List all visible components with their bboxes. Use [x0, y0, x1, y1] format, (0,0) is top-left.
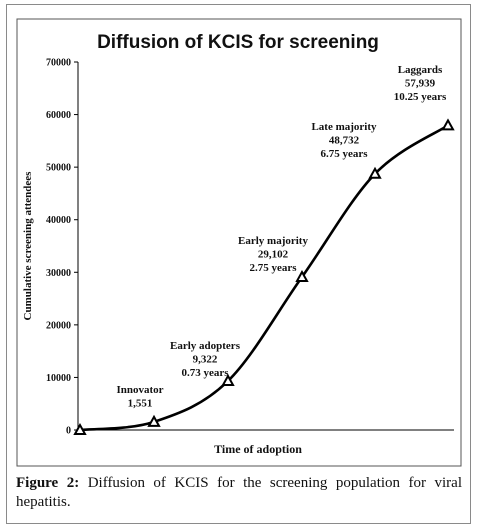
- data-point-marker: [73, 422, 87, 435]
- data-point-marker: [441, 118, 455, 131]
- chart-title: Diffusion of KCIS for screening: [97, 32, 379, 53]
- point-label-line: 0.73 years: [181, 367, 229, 379]
- point-label-line: 2.75 years: [249, 262, 297, 274]
- point-label-line: 9,322: [193, 354, 218, 366]
- point-label-line: Laggards: [398, 64, 443, 76]
- x-axis-label: Time of adoption: [214, 442, 302, 456]
- diffusion-chart: Diffusion of KCIS for screening 0 10000 20…: [16, 18, 462, 467]
- point-label-line: 48,732: [329, 135, 360, 147]
- data-point-marker: [221, 373, 235, 386]
- point-label-line: 29,102: [258, 249, 289, 261]
- y-tick-label: 20000: [46, 320, 71, 331]
- chart-area-border: [16, 18, 462, 467]
- point-label-line: Innovator: [116, 384, 163, 396]
- y-tick-label: 30000: [46, 268, 71, 279]
- y-tick-label: 40000: [46, 215, 71, 226]
- point-label-line: 6.75 years: [320, 148, 368, 160]
- caption-text: Diffusion of KCIS for the screening popu…: [16, 475, 462, 510]
- point-label-line: 57,939: [405, 78, 436, 90]
- figure-caption: Figure 2: Diffusion of KCIS for the scre…: [16, 474, 462, 512]
- point-label-line: Early adopters: [170, 340, 241, 352]
- y-axis-label: Cumulative screening attendees: [22, 171, 34, 321]
- y-tick-label: 50000: [46, 163, 71, 174]
- y-tick-label: 10000: [46, 373, 71, 384]
- point-label-line: Late majority: [311, 121, 377, 133]
- y-tick-label: 70000: [46, 58, 71, 69]
- y-tick-label: 0: [66, 426, 71, 437]
- figure-frame: [6, 4, 471, 524]
- y-tick-label: 60000: [46, 110, 71, 121]
- data-point-marker: [368, 166, 382, 179]
- data-point-marker: [295, 269, 309, 283]
- data-point-marker: [147, 414, 161, 427]
- y-axis-ticks: 0 10000 20000 30000 40000 50000 60000 70000: [46, 58, 78, 437]
- data-markers: [73, 118, 455, 435]
- point-label-line: 1,551: [128, 398, 153, 410]
- caption-label: Figure 2:: [16, 475, 80, 491]
- point-label-line: Early majority: [238, 235, 308, 247]
- point-label-line: 10.25 years: [394, 91, 447, 103]
